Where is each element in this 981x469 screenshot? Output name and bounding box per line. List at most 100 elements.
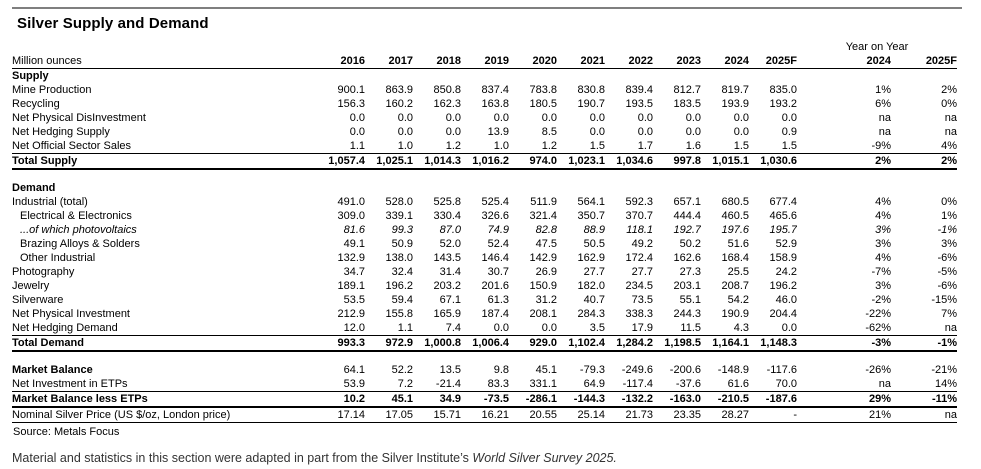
row-net-official-sector-sales: Net Official Sector Sales 1.1 1.0 1.2 1.0 1.2…: [12, 139, 957, 154]
yoy-cell: 3%: [875, 238, 891, 250]
yoy-cell: -1%: [891, 335, 958, 352]
value-cell: 460.5: [721, 210, 749, 222]
value-cell: 850.8: [433, 84, 461, 96]
spacer-cell: [12, 169, 957, 181]
value-cell: -187.6: [749, 391, 797, 408]
value-cell: 83.3: [487, 378, 509, 390]
value-cell: 339.1: [385, 210, 413, 222]
value-cell: 28.27: [701, 407, 749, 423]
value-cell: -144.3: [557, 391, 605, 408]
value-cell: 197.6: [721, 224, 749, 236]
yoy-col-header: 2024: [797, 54, 891, 69]
value-cell: 73.5: [631, 294, 653, 306]
value-cell: 74.9: [487, 224, 509, 236]
value-cell: 192.7: [673, 224, 701, 236]
row-net-investment-in-etps: Net Investment in ETPs 53.9 7.2 -21.4 83.3 33…: [12, 377, 957, 392]
value-cell: 13.5: [439, 364, 461, 376]
value-cell: 819.7: [721, 84, 749, 96]
value-cell: -21.4: [435, 378, 461, 390]
yoy-col-header: 2025F: [891, 54, 958, 69]
row-label: Nominal Silver Price (US $/oz, London pr…: [12, 407, 317, 423]
value-cell: 208.1: [529, 308, 557, 320]
row-brazing-alloys-solders: Brazing Alloys & Solders 49.1 50.9 52.0 52.4…: [12, 237, 957, 251]
header-spacer: [12, 41, 797, 54]
value-cell: 0.0: [733, 126, 749, 138]
value-cell: 21.73: [605, 407, 653, 423]
yoy-cell: na: [878, 112, 891, 124]
value-cell: 0.0: [589, 126, 605, 138]
section-heading: Supply: [12, 70, 49, 82]
value-cell: 1,034.6: [605, 153, 653, 170]
value-cell: 52.2: [391, 364, 413, 376]
value-cell: 118.1: [626, 224, 653, 236]
year-col-header: 2018: [413, 54, 461, 69]
yoy-cell: 1%: [875, 84, 891, 96]
value-cell: 168.4: [721, 252, 749, 264]
value-cell: 783.8: [529, 84, 557, 96]
row-spacer: [12, 169, 957, 181]
value-cell: 87.0: [439, 224, 461, 236]
yoy-cell: na: [944, 112, 958, 124]
col-header-row: Million ounces 2016 2017 2018 2019 2020 2021 2…: [12, 54, 958, 69]
value-cell: 34.7: [343, 266, 365, 278]
value-cell: 993.3: [317, 335, 365, 352]
value-cell: 30.7: [487, 266, 509, 278]
yoy-cell: 4%: [941, 140, 958, 152]
value-cell: 863.9: [385, 84, 413, 96]
row-net-hedging-demand: Net Hedging Demand 12.0 1.1 7.4 0.0 0.0 3.5 17.…: [12, 321, 957, 336]
row-label: Total Demand: [12, 335, 317, 352]
value-cell: 160.2: [385, 98, 413, 110]
value-cell: 331.1: [529, 378, 557, 390]
value-cell: 0.0: [349, 112, 365, 124]
row-label: Market Balance: [12, 364, 93, 376]
yoy-cell: 21%: [797, 407, 891, 423]
value-cell: 592.3: [625, 196, 653, 208]
row-jewelry: Jewelry 189.1 196.2 203.2 201.6 150.9 182.0 234…: [12, 279, 957, 293]
value-cell: 49.2: [631, 238, 653, 250]
footnote-text: Material and statistics in this section …: [12, 451, 473, 465]
value-cell: 132.9: [337, 252, 365, 264]
table-body: Supply Mine Production 900.1 863.9 850.8 837.…: [12, 69, 958, 423]
value-cell: 0.0: [637, 126, 653, 138]
value-cell: 55.1: [679, 294, 701, 306]
value-cell: 1,015.1: [701, 153, 749, 170]
value-cell: 1,102.4: [557, 335, 605, 352]
value-cell: 1,006.4: [461, 335, 509, 352]
value-cell: 61.6: [727, 378, 749, 390]
value-cell: 187.4: [481, 308, 509, 320]
value-cell: 88.9: [583, 224, 605, 236]
year-col-header: 2022: [605, 54, 653, 69]
value-cell: 180.5: [529, 98, 557, 110]
row-nominal-silver-price-us-oz-london-price: Nominal Silver Price (US $/oz, London pr…: [12, 407, 958, 423]
value-cell: 138.0: [385, 252, 413, 264]
value-cell: 1,164.1: [701, 335, 749, 352]
value-cell: 12.0: [343, 322, 365, 334]
value-cell: -148.9: [717, 364, 749, 376]
yoy-cell: 4%: [875, 252, 891, 264]
year-col-header: 2016: [317, 54, 365, 69]
value-cell: 564.1: [577, 196, 605, 208]
value-cell: 0.0: [397, 112, 413, 124]
value-cell: -163.0: [653, 391, 701, 408]
row-other-industrial: Other Industrial 132.9 138.0 143.5 146.4 142.…: [12, 251, 957, 265]
row-label: Net Hedging Supply: [12, 126, 110, 138]
year-col-header: 2024: [701, 54, 749, 69]
value-cell: 17.14: [317, 407, 365, 423]
yoy-group-header-row: Year on Year: [12, 41, 957, 54]
value-cell: 54.2: [727, 294, 749, 306]
value-cell: 0.9: [781, 126, 797, 138]
value-cell: 208.7: [721, 280, 749, 292]
row-label: Recycling: [12, 98, 60, 110]
value-cell: 370.7: [625, 210, 653, 222]
yoy-cell: 1%: [941, 210, 958, 222]
row-label: Net Physical DisInvestment: [12, 112, 146, 124]
yoy-cell: -2%: [871, 294, 891, 306]
value-cell: 0.0: [445, 112, 461, 124]
value-cell: 27.3: [679, 266, 701, 278]
value-cell: 52.4: [487, 238, 509, 250]
value-cell: 27.7: [583, 266, 605, 278]
value-cell: 146.4: [481, 252, 509, 264]
value-cell: -: [749, 407, 797, 423]
yoy-cell: -11%: [891, 391, 958, 408]
value-cell: 52.9: [775, 238, 797, 250]
